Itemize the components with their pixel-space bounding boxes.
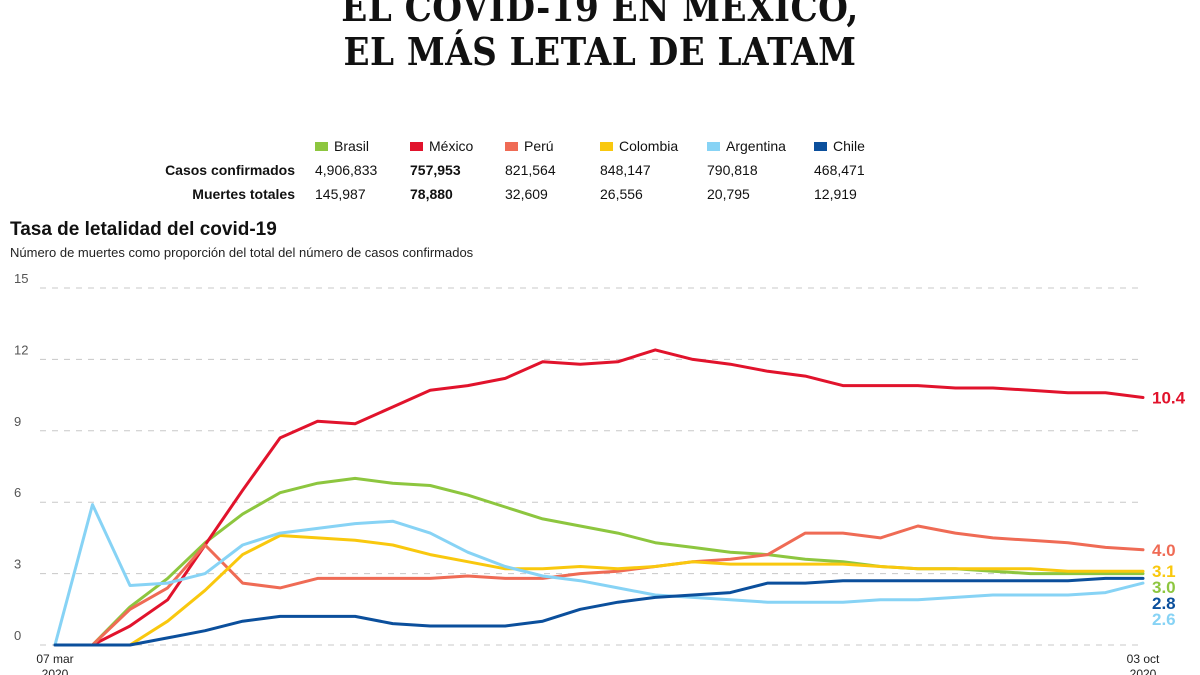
y-tick-label: 15 xyxy=(14,271,28,286)
deaths-peru: 32,609 xyxy=(505,186,548,202)
y-tick-label: 9 xyxy=(14,414,21,429)
cases-row: Casos confirmados 4,906,833 757,953 821,… xyxy=(150,158,909,182)
row-label-cases: Casos confirmados xyxy=(165,162,295,178)
end-label-chile: 2.8 xyxy=(1152,594,1176,613)
legend-label: México xyxy=(429,138,474,155)
x-tick-end-day: 03 oct xyxy=(1127,652,1160,666)
legend-swatch xyxy=(315,141,328,151)
end-label-argentina: 2.6 xyxy=(1152,610,1176,629)
legend-item-brasil: Brasil xyxy=(315,138,369,154)
end-label-mexico: 10.4 xyxy=(1152,388,1186,407)
headline-line-2: EL MÁS LETAL DE LATAM xyxy=(343,29,857,74)
legend-label: Brasil xyxy=(334,138,370,155)
deaths-chile: 12,919 xyxy=(814,186,857,202)
stats-table: Brasil México Perú Colombia Argentina Ch… xyxy=(150,134,909,206)
legend-item-colombia: Colombia xyxy=(600,138,678,154)
series-lines xyxy=(53,348,1145,647)
legend-swatch xyxy=(707,141,720,151)
legend-swatch xyxy=(600,141,613,151)
cases-chile: 468,471 xyxy=(814,162,865,178)
series-line-brasil xyxy=(53,476,1145,647)
y-tick-label: 3 xyxy=(14,557,21,572)
cases-argentina: 790,818 xyxy=(707,162,758,178)
y-tick-label: 12 xyxy=(14,342,28,357)
chart-subtitle: Número de muertes como proporción del to… xyxy=(10,245,474,260)
legend-item-chile: Chile xyxy=(814,138,865,154)
end-labels: 10.4 4.0 3.13.02.82.6 xyxy=(1152,388,1186,629)
legend-swatch xyxy=(814,141,827,151)
x-tick-start-day: 07 mar xyxy=(36,652,73,666)
deaths-colombia: 26,556 xyxy=(600,186,643,202)
cases-colombia: 848,147 xyxy=(600,162,651,178)
chart-title: Tasa de letalidad del covid-19 xyxy=(10,219,277,240)
legend-item-argentina: Argentina xyxy=(707,138,786,154)
y-axis-ticks: 0 3 6 9 12 15 xyxy=(14,271,28,643)
cases-mexico: 757,953 xyxy=(410,162,461,178)
legend-label: Argentina xyxy=(726,138,786,155)
series-line-chile xyxy=(53,576,1145,647)
headline-line-1: EL COVID-19 EN MÉXICO, xyxy=(341,0,859,30)
series-line-argentina xyxy=(53,503,1145,647)
deaths-row: Muertes totales 145,987 78,880 32,609 26… xyxy=(150,182,909,206)
headline: EL COVID-19 EN MÉXICO, EL MÁS LETAL DE L… xyxy=(60,0,1140,74)
deaths-argentina: 20,795 xyxy=(707,186,750,202)
legend-swatch xyxy=(410,141,423,151)
legend-row: Brasil México Perú Colombia Argentina Ch… xyxy=(150,134,909,158)
deaths-mexico: 78,880 xyxy=(410,186,453,202)
series-line-colombia xyxy=(53,534,1145,647)
series-line-mexico xyxy=(53,348,1145,647)
y-tick-label: 6 xyxy=(14,485,21,500)
end-label-peru: 4.0 xyxy=(1152,541,1176,560)
x-tick-start-year: 2020 xyxy=(42,667,69,675)
legend-label: Colombia xyxy=(619,138,679,155)
cases-brasil: 4,906,833 xyxy=(315,162,378,178)
cases-peru: 821,564 xyxy=(505,162,556,178)
legend-item-mexico: México xyxy=(410,138,473,154)
series-line-peru xyxy=(53,524,1145,647)
x-tick-end-year: 2020 xyxy=(1130,667,1157,675)
legend-item-peru: Perú xyxy=(505,138,554,154)
end-label-brasil: 3.0 xyxy=(1152,578,1176,597)
legend-label: Chile xyxy=(833,138,865,155)
legend-label: Perú xyxy=(524,138,554,155)
x-axis-ticks: 07 mar 2020 03 oct 2020 xyxy=(36,652,1160,675)
y-tick-label: 0 xyxy=(14,628,21,643)
end-label-colombia: 3.1 xyxy=(1152,562,1176,581)
row-label-deaths: Muertes totales xyxy=(192,186,295,202)
legend-swatch xyxy=(505,141,518,151)
deaths-brasil: 145,987 xyxy=(315,186,366,202)
